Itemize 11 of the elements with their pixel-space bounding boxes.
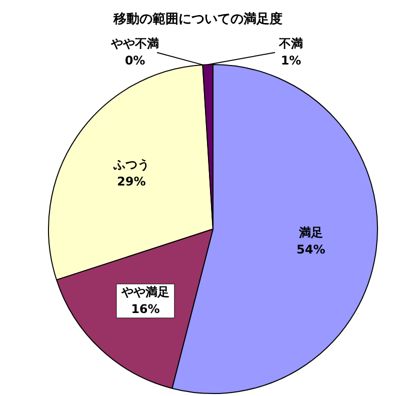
slice-label: 不満 — [278, 36, 303, 51]
slice-label: やや満足 — [120, 285, 170, 300]
slice-label: ふつう — [112, 158, 150, 172]
text: 0% — [124, 54, 146, 68]
data-label: 1% — [280, 54, 302, 68]
data-label: 54% — [296, 242, 326, 256]
data-label: 16% — [131, 302, 160, 316]
chart-title: 移動の範囲についての満足度 — [112, 10, 284, 28]
data-label: 29% — [117, 174, 146, 189]
slice-label: 満足 — [298, 225, 323, 240]
category-label: やや不満 — [111, 36, 159, 51]
